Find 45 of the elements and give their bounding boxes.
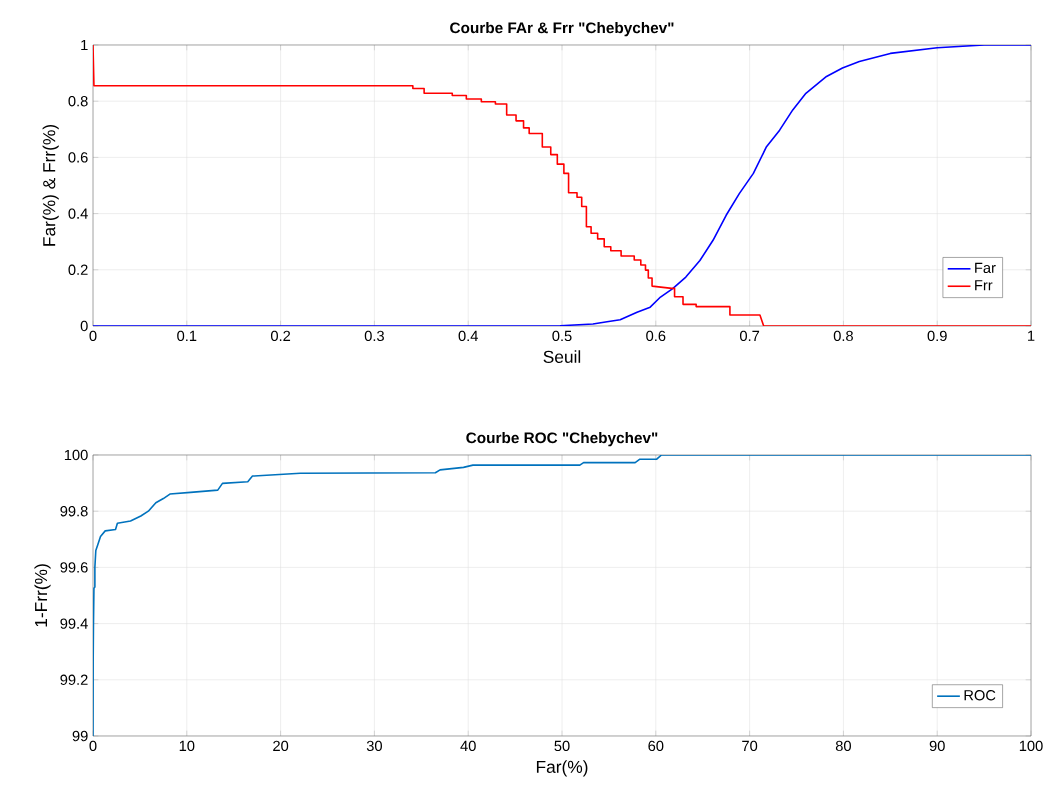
y-axis-title: 1-Frr(%) <box>34 564 51 627</box>
x-tick-label: 1 <box>1028 330 1035 341</box>
y-tick-label: 0.2 <box>68 264 88 275</box>
chart-title: Courbe ROC "Chebychev" <box>466 432 658 447</box>
x-tick-label: 60 <box>648 740 664 752</box>
legend-label: Frr <box>975 280 993 291</box>
y-tick-label: 99.4 <box>60 618 88 629</box>
y-tick-label: 99.6 <box>60 562 88 573</box>
line-series <box>93 44 1032 326</box>
y-tick-label: 1 <box>81 39 88 51</box>
x-axis-title: Far(%) <box>536 760 588 777</box>
legend-label: ROC <box>964 690 996 701</box>
x-tick-label: 0.7 <box>739 330 760 342</box>
y-tick-label: 0.8 <box>68 96 88 107</box>
y-tick-label: 0.4 <box>68 208 88 219</box>
x-axis-title: Seuil <box>543 350 581 363</box>
y-tick-label: 100 <box>64 449 88 461</box>
y-tick-label: 99 <box>72 730 88 742</box>
y-tick-label: 0.6 <box>68 152 88 163</box>
x-tick-label: 0.4 <box>458 330 478 342</box>
x-tick-label: 40 <box>460 740 476 752</box>
x-tick-label: 0.1 <box>177 330 197 342</box>
x-tick-label: 50 <box>554 740 570 752</box>
x-tick-label: 0.2 <box>270 330 291 342</box>
x-tick-label: 0.5 <box>552 330 572 342</box>
x-tick-label: 0 <box>89 330 97 342</box>
x-tick-label: 30 <box>366 740 382 752</box>
x-tick-label: 0.9 <box>927 330 947 342</box>
x-tick-label: 70 <box>742 740 758 752</box>
x-tick-label: 80 <box>835 740 851 752</box>
x-tick-label: 0 <box>89 740 97 752</box>
chart-title: Courbe FAr & Frr "Chebychev" <box>450 21 674 37</box>
x-tick-label: 10 <box>179 740 195 752</box>
y-tick-label: 99.8 <box>60 506 88 517</box>
x-tick-label: 100 <box>1019 740 1043 752</box>
line-series <box>93 455 1032 736</box>
y-tick-label: 99.2 <box>60 674 88 685</box>
x-tick-label: 0.6 <box>646 330 666 342</box>
x-tick-label: 20 <box>273 740 289 752</box>
y-tick-label: 0 <box>80 320 88 332</box>
y-axis-title: Far(%) & Frr(%) <box>42 124 59 246</box>
x-tick-label: 90 <box>929 740 945 752</box>
x-tick-label: 0.8 <box>833 330 853 342</box>
legend-label: Far <box>975 262 996 274</box>
x-tick-label: 0.3 <box>364 330 384 342</box>
